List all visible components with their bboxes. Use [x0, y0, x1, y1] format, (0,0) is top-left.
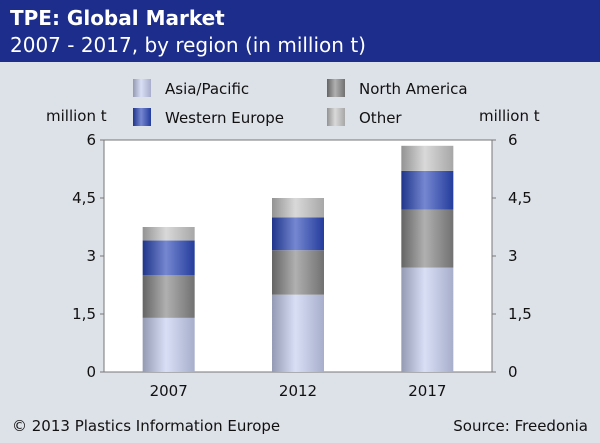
- legend-swatch-north-america: [327, 79, 345, 97]
- legend-label-other: Other: [359, 109, 402, 127]
- chart-subtitle: 2007 - 2017, by region (in million t): [10, 33, 366, 57]
- x-tick-label-2017: 2017: [408, 382, 446, 400]
- copyright-text: © 2013 Plastics Information Europe: [12, 417, 281, 435]
- y-tick-right-label: 1,5: [508, 305, 532, 323]
- stacked-bar-chart: Asia/Pacific North America Western Europe O…: [46, 79, 540, 400]
- bars: [142, 145, 454, 372]
- y-tick-right-label: 4,5: [508, 189, 532, 207]
- y-tick-right-label: 6: [508, 131, 518, 149]
- legend-swatch-other: [327, 108, 345, 126]
- y-ticks-left: 0 1,5 3 4,5 6: [72, 131, 104, 381]
- x-tick-label-2007: 2007: [150, 382, 188, 400]
- legend-label-asia-pacific: Asia/Pacific: [165, 80, 249, 98]
- header-bar: TPE: Global Market 2007 - 2017, by regio…: [0, 0, 600, 62]
- y-tick-right-label: 3: [508, 247, 518, 265]
- y-ticks-right: 0 1,5 3 4,5 6: [492, 131, 532, 381]
- legend-label-north-america: North America: [359, 80, 468, 98]
- bar-segment-other-2007: [142, 227, 195, 241]
- bar-segment-asia-pacific-2007: [142, 317, 195, 372]
- bar-segment-asia-pacific-2012: [272, 294, 324, 372]
- legend-swatch-asia-pacific: [133, 79, 151, 97]
- x-axis-labels: 2007 2012 2017: [150, 382, 447, 400]
- bar-segment-other-2017: [401, 145, 454, 171]
- bar-segment-other-2012: [272, 198, 324, 218]
- y-tick-left-label: 0: [86, 363, 96, 381]
- source-text: Source: Freedonia: [453, 417, 588, 435]
- legend-label-western-europe: Western Europe: [165, 109, 284, 127]
- bar-segment-north-america-2012: [272, 250, 324, 295]
- bar-segment-western-europe-2012: [272, 217, 324, 251]
- y-axis-label-right: million t: [479, 107, 540, 125]
- y-tick-left-label: 3: [86, 247, 96, 265]
- legend: Asia/Pacific North America Western Europe O…: [133, 79, 468, 127]
- bar-segment-north-america-2017: [401, 209, 454, 268]
- bar-segment-western-europe-2007: [142, 240, 195, 276]
- y-tick-right-label: 0: [508, 363, 518, 381]
- y-tick-left-label: 1,5: [72, 305, 96, 323]
- bar-segment-western-europe-2017: [401, 170, 454, 210]
- bar-segment-asia-pacific-2017: [401, 267, 454, 372]
- chart-title: TPE: Global Market: [10, 6, 225, 30]
- x-tick-label-2012: 2012: [279, 382, 317, 400]
- legend-swatch-western-europe: [133, 108, 151, 126]
- y-axis-label-left: million t: [46, 107, 107, 125]
- y-tick-left-label: 6: [86, 131, 96, 149]
- y-tick-left-label: 4,5: [72, 189, 96, 207]
- bar-segment-north-america-2007: [142, 275, 195, 318]
